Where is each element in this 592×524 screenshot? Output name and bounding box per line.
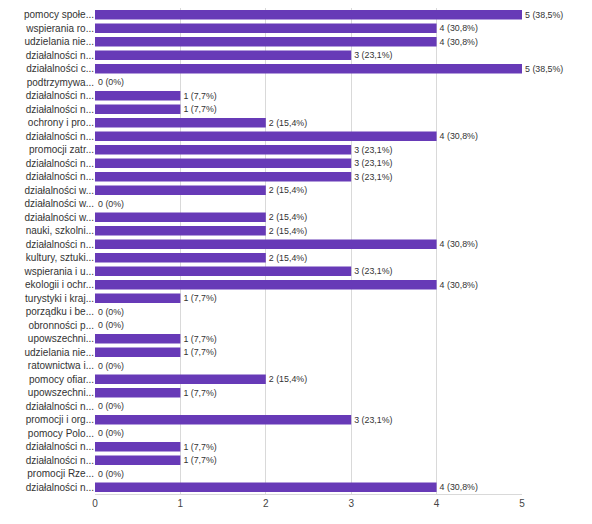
svg-text:3 (23,1%): 3 (23,1%) [354,50,392,60]
svg-text:4 (30,8%): 4 (30,8%) [440,23,478,33]
svg-text:4 (30,8%): 4 (30,8%) [440,37,478,47]
svg-text:3 (23,1%): 3 (23,1%) [354,158,392,168]
svg-text:działalności c...: działalności c... [26,63,94,74]
svg-text:4: 4 [434,498,440,509]
svg-text:1 (7,7%): 1 (7,7%) [183,442,216,452]
svg-text:działalności n...: działalności n... [26,104,94,115]
svg-text:2 (15,4%): 2 (15,4%) [269,212,307,222]
svg-text:udzielania nie...: udzielania nie... [25,347,95,358]
svg-text:1 (7,7%): 1 (7,7%) [183,455,216,465]
svg-text:1 (7,7%): 1 (7,7%) [183,388,216,398]
svg-text:2 (15,4%): 2 (15,4%) [269,118,307,128]
svg-text:0 (0%): 0 (0%) [98,77,124,87]
svg-text:2 (15,4%): 2 (15,4%) [269,185,307,195]
svg-text:ratownictwa i...: ratownictwa i... [28,360,94,371]
svg-text:udzielania nie...: udzielania nie... [25,36,95,47]
svg-text:1: 1 [178,498,184,509]
svg-text:upowszechni...: upowszechni... [28,387,94,398]
svg-text:podtrzymywa...: podtrzymywa... [27,77,94,88]
svg-text:2: 2 [263,498,269,509]
svg-text:0 (0%): 0 (0%) [98,361,124,371]
svg-text:działalności n...: działalności n... [26,239,94,250]
svg-text:promocji i org...: promocji i org... [26,414,94,425]
svg-text:promocji Rze...: promocji Rze... [27,468,94,479]
svg-text:0 (0%): 0 (0%) [98,320,124,330]
svg-text:działalności w...: działalności w... [25,198,94,209]
svg-text:3 (23,1%): 3 (23,1%) [354,145,392,155]
svg-text:działalności w...: działalności w... [25,185,94,196]
svg-text:działalności n...: działalności n... [26,455,94,466]
svg-text:4 (30,8%): 4 (30,8%) [440,482,478,492]
svg-text:5 (38,5%): 5 (38,5%) [525,10,563,20]
svg-text:działalności n...: działalności n... [26,158,94,169]
svg-text:turystyki i kraj...: turystyki i kraj... [25,293,94,304]
svg-text:1 (7,7%): 1 (7,7%) [183,293,216,303]
svg-text:działalności n...: działalności n... [26,401,94,412]
svg-text:upowszechni...: upowszechni... [28,333,94,344]
svg-text:1 (7,7%): 1 (7,7%) [183,334,216,344]
svg-text:działalności n...: działalności n... [26,131,94,142]
svg-text:3 (23,1%): 3 (23,1%) [354,415,392,425]
svg-text:0: 0 [92,498,98,509]
svg-text:3: 3 [348,498,354,509]
svg-text:pomocy ofiar...: pomocy ofiar... [29,374,94,385]
svg-text:porządku i be...: porządku i be... [26,306,94,317]
svg-text:wspierania i u...: wspierania i u... [24,266,94,277]
svg-text:obronności p...: obronności p... [28,320,94,331]
svg-text:kultury, sztuki...: kultury, sztuki... [26,252,94,263]
svg-text:działalności n...: działalności n... [26,50,94,61]
svg-text:1 (7,7%): 1 (7,7%) [183,91,216,101]
svg-text:4 (30,8%): 4 (30,8%) [440,239,478,249]
svg-text:pomocy Polo...: pomocy Polo... [28,428,94,439]
svg-text:4 (30,8%): 4 (30,8%) [440,280,478,290]
svg-text:działalności w...: działalności w... [25,212,94,223]
svg-text:1 (7,7%): 1 (7,7%) [183,104,216,114]
svg-text:działalności n...: działalności n... [26,90,94,101]
svg-text:ochrony i pro...: ochrony i pro... [28,117,94,128]
svg-text:0 (0%): 0 (0%) [98,469,124,479]
svg-text:wspierania ro...: wspierania ro... [25,23,94,34]
svg-text:2 (15,4%): 2 (15,4%) [269,374,307,384]
svg-text:0 (0%): 0 (0%) [98,401,124,411]
svg-text:4 (30,8%): 4 (30,8%) [440,131,478,141]
svg-text:działalności n...: działalności n... [26,441,94,452]
svg-text:1 (7,7%): 1 (7,7%) [183,347,216,357]
svg-text:0 (0%): 0 (0%) [98,199,124,209]
svg-text:2 (15,4%): 2 (15,4%) [269,226,307,236]
svg-text:ekologii i ochr...: ekologii i ochr... [25,279,94,290]
svg-text:3 (23,1%): 3 (23,1%) [354,266,392,276]
svg-text:5 (38,5%): 5 (38,5%) [525,64,563,74]
svg-text:promocji zatr...: promocji zatr... [29,144,94,155]
svg-text:pomocy społe...: pomocy społe... [24,9,94,20]
svg-text:0 (0%): 0 (0%) [98,428,124,438]
svg-text:5: 5 [519,498,525,509]
svg-text:nauki, szkolni...: nauki, szkolni... [26,225,94,236]
svg-text:2 (15,4%): 2 (15,4%) [269,253,307,263]
svg-text:działalności n...: działalności n... [26,482,94,493]
svg-text:3 (23,1%): 3 (23,1%) [354,172,392,182]
svg-text:0 (0%): 0 (0%) [98,307,124,317]
svg-text:działalności n...: działalności n... [26,171,94,182]
